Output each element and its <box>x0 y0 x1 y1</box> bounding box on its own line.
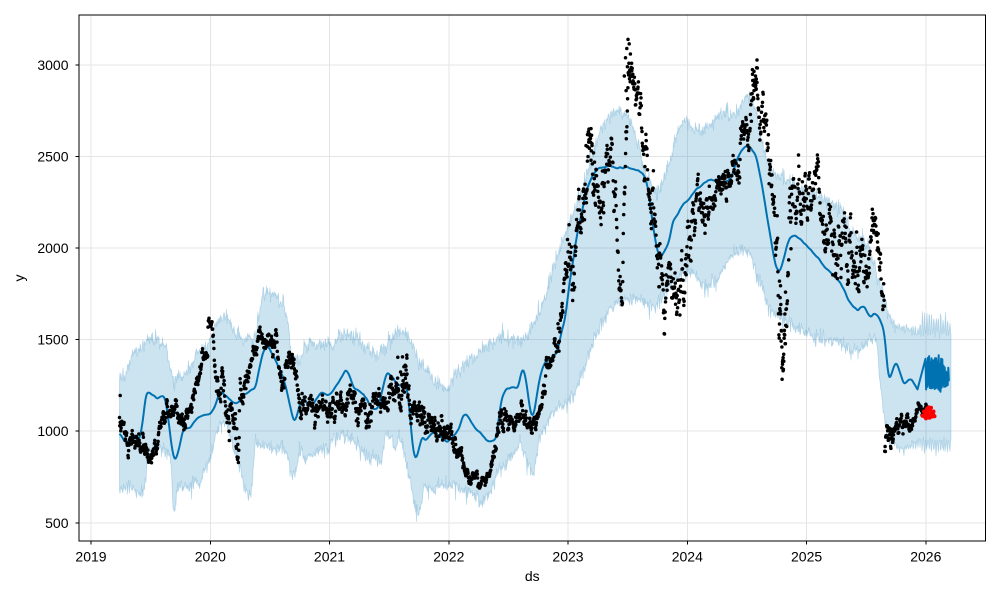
svg-text:1500: 1500 <box>37 332 68 348</box>
svg-text:1000: 1000 <box>37 423 68 439</box>
svg-text:500: 500 <box>45 515 69 531</box>
svg-text:2000: 2000 <box>37 240 68 256</box>
svg-text:ds: ds <box>525 568 540 584</box>
svg-text:2500: 2500 <box>37 149 68 165</box>
svg-text:2019: 2019 <box>75 549 106 565</box>
svg-text:2025: 2025 <box>791 549 822 565</box>
svg-text:3000: 3000 <box>37 57 68 73</box>
svg-text:2022: 2022 <box>433 549 464 565</box>
svg-text:y: y <box>11 275 27 282</box>
svg-text:2023: 2023 <box>552 549 583 565</box>
svg-text:2021: 2021 <box>314 549 345 565</box>
svg-text:2026: 2026 <box>910 549 941 565</box>
svg-text:2024: 2024 <box>672 549 703 565</box>
svg-text:2020: 2020 <box>195 549 226 565</box>
